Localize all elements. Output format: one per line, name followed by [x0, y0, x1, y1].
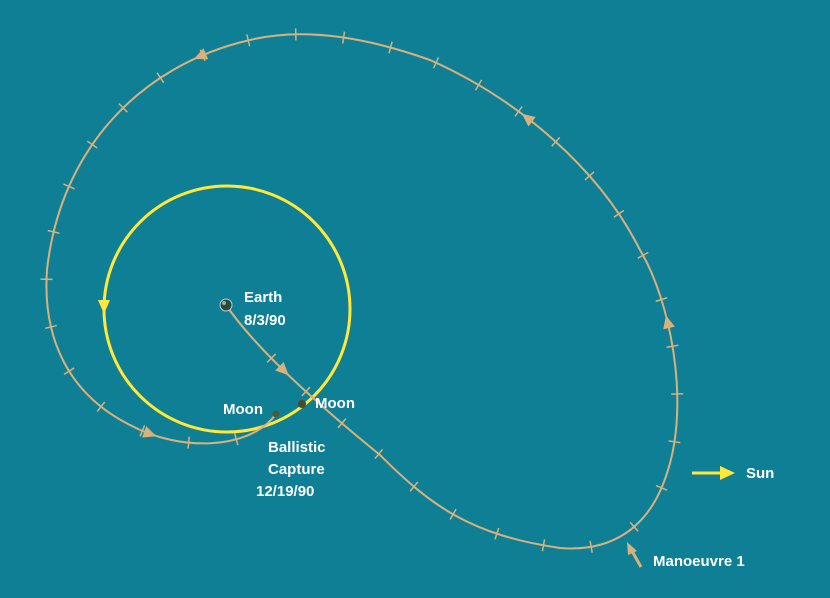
trajectory-tick: [629, 521, 639, 532]
trajectory-tick: [388, 41, 393, 54]
earth-icon: [219, 298, 233, 312]
trajectory-arrow: [521, 113, 536, 127]
earth-label: Earth: [244, 289, 282, 306]
trajectory-arrow: [275, 361, 289, 376]
trajectory-tick: [409, 481, 419, 492]
capture-date-label: 12/19/90: [256, 483, 314, 500]
trajectory-direction-arrows: [142, 48, 675, 438]
trajectory-tick: [139, 425, 146, 437]
manoeuvre-label: Manoeuvre 1: [653, 553, 745, 570]
trajectory-tick: [666, 344, 679, 348]
trajectory-arrow: [663, 315, 675, 330]
trajectory-tick: [337, 418, 347, 429]
moon-crossing-marker: [298, 400, 306, 408]
launch-date-label: 8/3/90: [244, 312, 286, 329]
moon-crossing-label: Moon: [315, 395, 355, 412]
moon-capture-label: Moon: [223, 401, 263, 418]
moon-orbit-direction-arrow: [98, 300, 110, 314]
ballistic-capture-label-line2: Capture: [268, 461, 325, 478]
trajectory-tick: [63, 367, 75, 375]
trajectory-arrow: [193, 48, 209, 60]
trajectory-tick: [541, 539, 546, 552]
moon-capture-marker: [272, 410, 280, 418]
trajectory-tick: [63, 183, 75, 190]
trajectory-tick: [494, 527, 500, 540]
trajectory-tick: [342, 31, 346, 44]
sun-label: Sun: [746, 465, 774, 482]
trajectory-tick: [118, 103, 128, 113]
trajectory-tick: [613, 209, 625, 218]
trajectory-tick: [301, 386, 311, 397]
trajectory-tick: [246, 34, 251, 47]
trajectory-tick: [514, 106, 523, 117]
trajectory-tick: [96, 401, 106, 412]
trajectory-tick: [449, 508, 457, 520]
arrow-up-icon: [627, 542, 643, 568]
trajectory-tick: [156, 72, 165, 84]
trajectory-tick: [86, 140, 98, 149]
trajectory-tick: [584, 171, 595, 181]
trajectory-tick: [47, 229, 60, 235]
ballistic-capture-label-line1: Ballistic: [268, 439, 326, 456]
trajectory-tick: [551, 136, 561, 147]
trajectory-tick: [655, 297, 668, 303]
trajectory-tick: [374, 448, 384, 460]
trajectory-arrow: [142, 426, 157, 438]
trajectory-tick: [655, 484, 668, 491]
trajectory-tick: [474, 79, 483, 91]
trajectory-tick: [233, 433, 239, 446]
trajectory-path: [45, 33, 679, 550]
trajectory-tick: [589, 540, 593, 553]
arrow-right-icon: [692, 466, 735, 480]
trajectory-tick: [432, 56, 440, 69]
trajectory-tick: [266, 353, 277, 363]
trajectory-tick-marks: [40, 28, 684, 553]
trajectory-tick: [637, 251, 649, 259]
trajectory-tick: [668, 440, 681, 444]
trajectory-tick: [44, 324, 57, 330]
trajectory-tick: [187, 436, 190, 449]
